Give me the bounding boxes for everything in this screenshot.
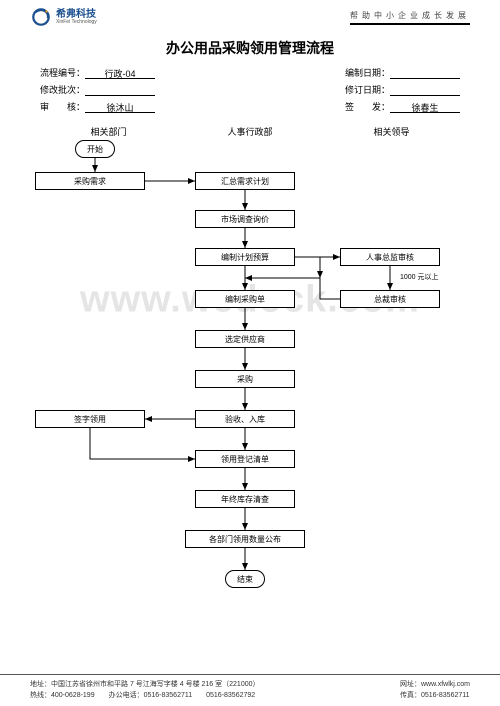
form-row: 流程编号：行政-04 [40,66,155,79]
flow-node-order: 编制采购单 [195,290,295,308]
flow-node-ceoAudit: 总裁审核 [340,290,440,308]
page-footer: 地址：中国江苏省徐州市和平路 7 号江海写字楼 4 号楼 216 室（22100… [0,674,500,700]
form-value: 徐沐山 [85,101,155,113]
flow-node-budget: 编制计划预算 [195,248,295,266]
form-row: 修改批次： [40,83,155,96]
flow-node-plan: 汇总需求计划 [195,172,295,190]
flow-node-yearend: 年终库存清查 [195,490,295,508]
flow-node-buy: 采购 [195,370,295,388]
logo-text-cn: 希弗科技 [56,10,97,20]
form-label: 修改批次： [40,83,85,96]
form-label: 审 核： [40,100,85,113]
flow-node-hrAudit: 人事总监审核 [340,248,440,266]
form-value: 行政-04 [85,67,155,79]
flow-node-sign: 签字领用 [35,410,145,428]
tagline: 帮助中小企业成长发展 [350,10,470,25]
swirl-icon [30,6,52,28]
threshold-label: 1000 元以上 [400,272,439,282]
form-value [390,67,460,79]
form-meta: 流程编号：行政-04修改批次：审 核：徐沐山 编制日期：修订日期：签 发：徐春生 [0,66,500,113]
page-header: 希弗科技 XinFei Technology 帮助中小企业成长发展 [0,0,500,28]
form-label: 流程编号： [40,66,85,79]
footer-line: 传真：0516-83562711 [400,690,470,700]
flow-node-register: 领用登记清单 [195,450,295,468]
flow-node-start: 开始 [75,140,115,158]
logo: 希弗科技 XinFei Technology [30,6,97,28]
form-value: 徐春生 [390,101,460,113]
flow-node-receive: 验收、入库 [195,410,295,428]
form-row: 修订日期： [345,83,460,96]
form-row: 编制日期： [345,66,460,79]
flow-node-survey: 市场调查询价 [195,210,295,228]
form-label: 签 发： [345,100,390,113]
logo-text-en: XinFei Technology [56,20,97,25]
form-label: 编制日期： [345,66,390,79]
form-label: 修订日期： [345,83,390,96]
form-value [85,84,155,96]
form-value [390,84,460,96]
flow-node-supplier: 选定供应商 [195,330,295,348]
flow-node-need: 采购需求 [35,172,145,190]
document-title: 办公用品采购领用管理流程 [0,38,500,58]
flow-node-end: 结束 [225,570,265,588]
footer-line: 网址：www.xfwlkj.com [400,679,470,689]
footer-line: 地址：中国江苏省徐州市和平路 7 号江海写字楼 4 号楼 216 室（22100… [30,679,260,689]
form-row: 签 发：徐春生 [345,100,460,113]
flow-node-publish: 各部门领用数量公布 [185,530,305,548]
flowchart-canvas: 开始采购需求 汇总需求计划市场调查询价编制计划预算 人事总监审核编制采购单 总裁审核选… [0,130,500,650]
form-row: 审 核：徐沐山 [40,100,155,113]
footer-line: 热线：400-0628-199 办公电话：0516-83562711 0516-… [30,690,260,700]
